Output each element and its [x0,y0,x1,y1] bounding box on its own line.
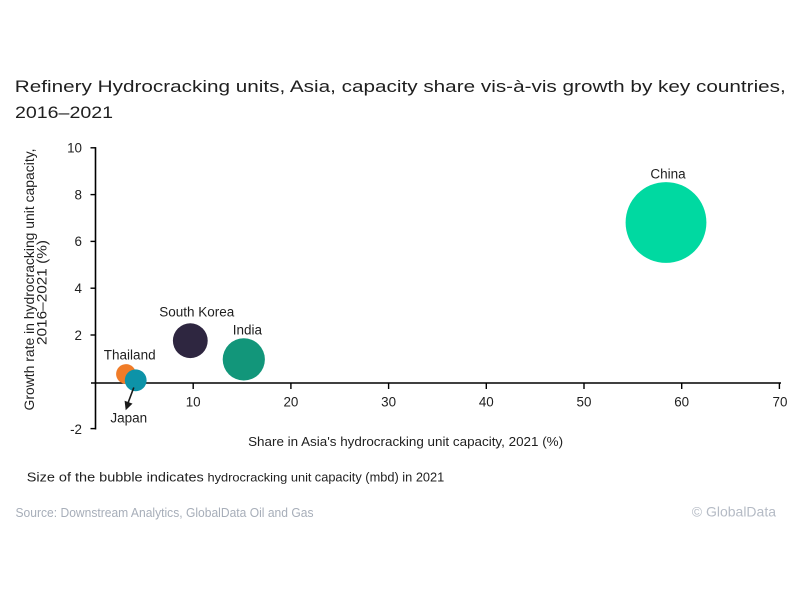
svg-text:4: 4 [75,281,83,296]
svg-text:South Korea: South Korea [159,304,235,319]
svg-text:hydrocracking unit: hydrocracking unit [208,470,313,484]
svg-text:40: 40 [479,395,494,410]
svg-text:60: 60 [674,395,689,410]
svg-text:70: 70 [773,395,788,410]
svg-text:20: 20 [283,395,298,410]
svg-text:10: 10 [67,141,82,156]
svg-text:2016–2021: 2016–2021 [15,103,113,122]
svg-text:India: India [233,322,263,337]
svg-text:Japan: Japan [110,410,147,425]
svg-text:Refinery Hydrocracking units,: Refinery Hydrocracking units, Asia, capa… [15,77,786,96]
svg-text:Size of the bubble indicates: Size of the bubble indicates [27,469,205,484]
svg-text:capacity (mbd) in 2021: capacity (mbd) in 2021 [315,469,445,484]
svg-text:2016–2021 (%): 2016–2021 (%) [34,240,49,345]
svg-text:6: 6 [75,234,82,249]
svg-text:50: 50 [577,395,592,410]
svg-text:10: 10 [186,395,201,410]
svg-text:Share in Asia's hydrocracking: Share in Asia's hydrocracking unit capac… [248,434,563,449]
svg-text:Growth rate in hydrocracking u: Growth rate in hydrocracking unit capaci… [22,149,37,411]
svg-text:8: 8 [75,187,82,202]
svg-text:Thailand: Thailand [104,348,156,363]
svg-text:2: 2 [75,328,82,343]
svg-text:© GlobalData: © GlobalData [692,504,776,520]
svg-text:30: 30 [381,395,396,410]
svg-text:Source: Downstream Analytics,: Source: Downstream Analytics, GlobalData… [16,506,314,520]
svg-text:China: China [650,166,686,181]
svg-text:-2: -2 [70,422,82,437]
